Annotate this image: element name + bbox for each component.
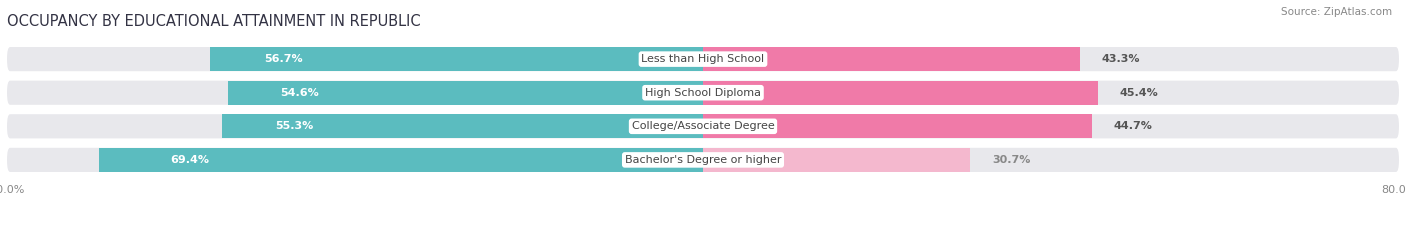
FancyBboxPatch shape — [7, 47, 1399, 71]
Bar — [228, 81, 703, 105]
FancyBboxPatch shape — [7, 148, 1399, 172]
Bar — [209, 47, 703, 71]
Text: 43.3%: 43.3% — [1101, 54, 1140, 64]
Text: 44.7%: 44.7% — [1114, 121, 1153, 131]
Text: 45.4%: 45.4% — [1119, 88, 1159, 98]
Text: 30.7%: 30.7% — [991, 155, 1031, 165]
Text: Bachelor's Degree or higher: Bachelor's Degree or higher — [624, 155, 782, 165]
Legend: Owner-occupied, Renter-occupied: Owner-occupied, Renter-occupied — [588, 232, 818, 233]
Bar — [703, 81, 1098, 105]
Text: OCCUPANCY BY EDUCATIONAL ATTAINMENT IN REPUBLIC: OCCUPANCY BY EDUCATIONAL ATTAINMENT IN R… — [7, 14, 420, 29]
Text: 55.3%: 55.3% — [276, 121, 314, 131]
FancyBboxPatch shape — [7, 81, 1399, 105]
Text: High School Diploma: High School Diploma — [645, 88, 761, 98]
Text: Source: ZipAtlas.com: Source: ZipAtlas.com — [1281, 7, 1392, 17]
Text: College/Associate Degree: College/Associate Degree — [631, 121, 775, 131]
Text: 54.6%: 54.6% — [280, 88, 319, 98]
Bar — [703, 114, 1092, 138]
Bar — [100, 148, 703, 172]
Text: 56.7%: 56.7% — [264, 54, 304, 64]
FancyBboxPatch shape — [7, 114, 1399, 138]
Text: 69.4%: 69.4% — [170, 155, 209, 165]
Bar — [703, 148, 970, 172]
Bar — [703, 47, 1080, 71]
Text: Less than High School: Less than High School — [641, 54, 765, 64]
Bar — [222, 114, 703, 138]
